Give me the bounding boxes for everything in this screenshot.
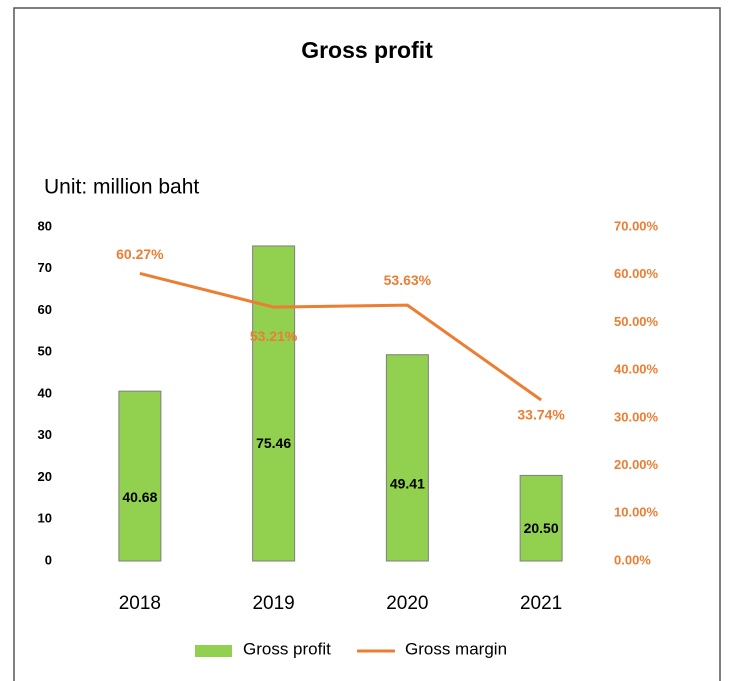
- y-tick-label: 0: [45, 552, 52, 567]
- legend-swatch: [195, 645, 232, 657]
- bar-value-label: 49.41: [390, 475, 425, 491]
- y2-tick-label: 40.00%: [614, 362, 659, 377]
- line-value-label: 60.27%: [116, 246, 164, 262]
- bar: [519, 474, 563, 562]
- bar: [118, 390, 162, 562]
- y2-tick-label: 70.00%: [614, 218, 659, 233]
- y2-tick-label: 60.00%: [614, 266, 659, 281]
- y2-tick-label: 20.00%: [614, 457, 659, 472]
- y-tick-label: 40: [38, 385, 52, 400]
- bar: [252, 245, 296, 562]
- y-tick-label: 60: [38, 302, 52, 317]
- legend-label: Gross profit: [243, 639, 331, 658]
- bar-value-label: 40.68: [122, 489, 157, 505]
- legend-label: Gross margin: [405, 639, 507, 658]
- x-tick-label: 2019: [252, 593, 294, 614]
- y2-tick-label: 30.00%: [614, 409, 659, 424]
- y2-tick-label: 50.00%: [614, 314, 659, 329]
- chart-title: Gross profit: [301, 37, 433, 63]
- y2-tick-label: 0.00%: [614, 552, 651, 567]
- y-tick-label: 80: [38, 218, 52, 233]
- x-tick-label: 2021: [520, 593, 562, 614]
- y2-tick-label: 10.00%: [614, 505, 659, 520]
- bar: [385, 354, 429, 562]
- y-tick-label: 50: [38, 344, 52, 359]
- y-tick-label: 20: [38, 469, 52, 484]
- line-value-label: 33.74%: [517, 407, 565, 423]
- bar-value-label: 20.50: [524, 520, 559, 536]
- x-tick-label: 2018: [119, 593, 161, 614]
- line-value-label: 53.21%: [250, 328, 298, 344]
- chart-subtitle: Unit: million baht: [44, 176, 199, 199]
- x-tick-label: 2020: [386, 593, 428, 614]
- y-tick-label: 10: [38, 511, 52, 526]
- y-tick-label: 30: [38, 427, 52, 442]
- line-value-label: 53.63%: [384, 272, 432, 288]
- y-tick-label: 70: [38, 260, 52, 275]
- bar-value-label: 75.46: [256, 435, 291, 451]
- line: [139, 271, 542, 402]
- frame: [13, 7, 721, 681]
